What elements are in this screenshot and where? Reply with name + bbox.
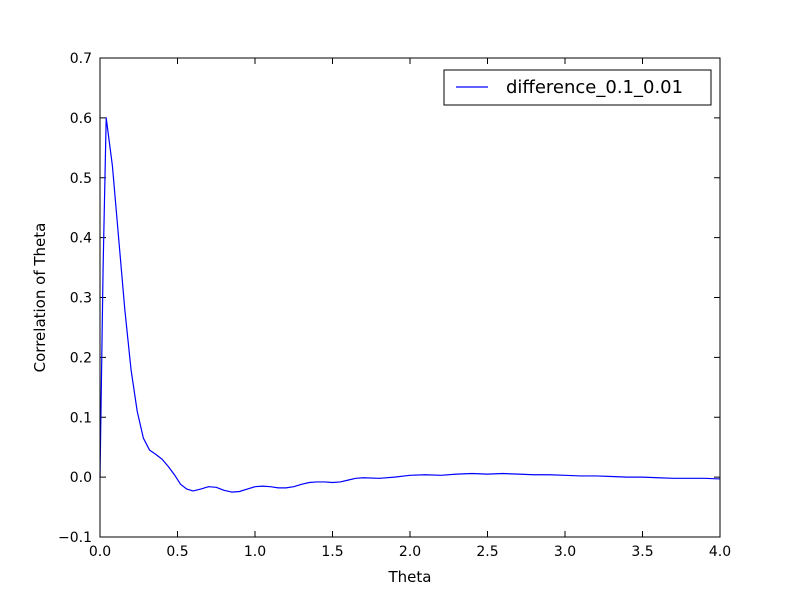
x-tick-label: 3.5 [631, 544, 653, 560]
y-tick-label: 0.0 [70, 470, 92, 486]
legend: difference_0.1_0.01 [443, 69, 712, 106]
x-tick-label: 0.0 [89, 544, 111, 560]
y-tick-label: −0.1 [58, 530, 92, 546]
y-tick-label: 0.3 [70, 291, 92, 307]
y-tick-label: 0.4 [70, 231, 92, 247]
y-tick-label: 0.1 [70, 410, 92, 426]
x-tick-label: 1.5 [321, 544, 343, 560]
y-tick-label: 0.5 [70, 171, 92, 187]
plot-frame [99, 57, 721, 538]
x-tick-label: 2.5 [476, 544, 498, 560]
x-tick-label: 4.0 [709, 544, 731, 560]
legend-entry-label: difference_0.1_0.01 [506, 77, 683, 98]
y-tick-label: 0.2 [70, 350, 92, 366]
y-axis-label: Correlation of Theta [31, 223, 49, 373]
series-line [99, 117, 721, 493]
y-tick-label: 0.7 [70, 51, 92, 67]
legend-box [443, 69, 712, 106]
x-tick-label: 3.0 [554, 544, 576, 560]
x-tick-label: 2.0 [399, 544, 421, 560]
x-tick-label: 1.0 [244, 544, 266, 560]
x-axis-label: Theta [388, 568, 432, 586]
ticks-layer: 0.0 0.5 1.0 1.5 2.0 2.5 3.0 3.5 4.0−0.10.00.10.2… [58, 51, 731, 560]
series-layer [99, 117, 721, 493]
y-tick-label: 0.6 [70, 111, 92, 127]
x-tick-label: 0.5 [166, 544, 188, 560]
